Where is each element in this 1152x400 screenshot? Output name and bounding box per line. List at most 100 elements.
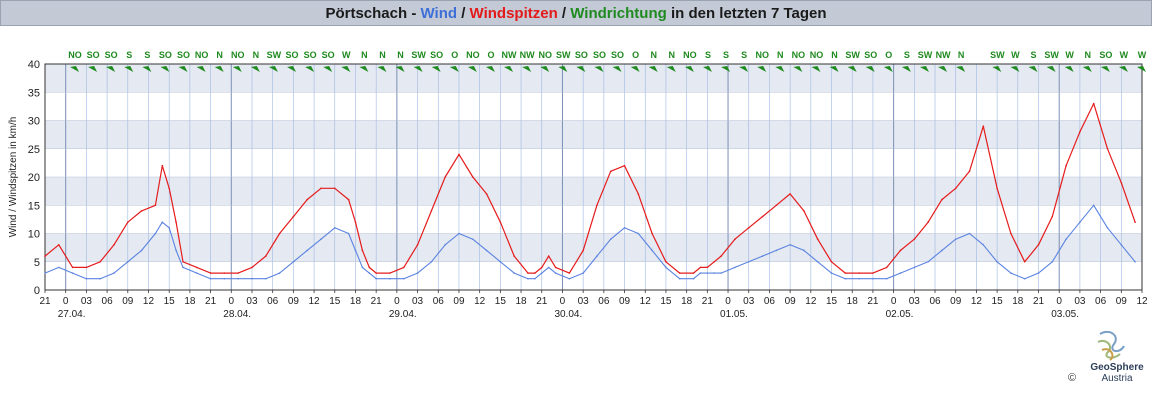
data-point bbox=[154, 204, 157, 207]
date-label: 01.05. bbox=[720, 309, 748, 320]
direction-label: S bbox=[705, 50, 711, 60]
data-point bbox=[416, 272, 419, 274]
data-point bbox=[168, 227, 170, 229]
title-location: Pörtschach bbox=[325, 4, 408, 22]
direction-arrow-icon bbox=[865, 66, 875, 72]
data-point bbox=[547, 266, 550, 269]
x-tick-label: 21 bbox=[867, 296, 879, 307]
data-point bbox=[927, 221, 929, 223]
x-tick-label: 03 bbox=[412, 296, 424, 307]
data-point bbox=[71, 266, 74, 269]
direction-label: W bbox=[342, 50, 351, 60]
direction-arrow-icon bbox=[485, 66, 495, 72]
data-point bbox=[140, 249, 143, 252]
direction-label: SO bbox=[1099, 50, 1112, 60]
data-point bbox=[637, 232, 640, 235]
x-tick-label: 03 bbox=[81, 296, 93, 307]
wind-chart: 0 5 10 15 20 25 30 35 40 Wind / Windspitzen in km… bbox=[8, 50, 1148, 320]
direction-label: SO bbox=[864, 50, 877, 60]
x-tick-label: 03 bbox=[578, 296, 590, 307]
x-tick-label: 21 bbox=[371, 296, 383, 307]
direction-label: NW bbox=[502, 50, 517, 60]
logo-line-2: Austria bbox=[1101, 373, 1133, 384]
direction-arrow-icon bbox=[341, 66, 351, 72]
x-tick-label: 21 bbox=[39, 296, 51, 307]
direction-label: N bbox=[216, 50, 223, 60]
data-point bbox=[692, 277, 695, 280]
data-point bbox=[195, 266, 198, 269]
data-point bbox=[368, 272, 371, 274]
data-point bbox=[361, 249, 364, 252]
direction-arrow-icon bbox=[413, 66, 423, 72]
date-label: 27.04. bbox=[58, 309, 86, 320]
data-point bbox=[609, 238, 612, 240]
direction-label: S bbox=[723, 50, 729, 60]
data-point bbox=[968, 232, 971, 235]
data-point bbox=[471, 238, 474, 240]
data-point bbox=[1079, 221, 1081, 223]
data-point bbox=[444, 176, 446, 178]
x-tick-label: 09 bbox=[785, 296, 797, 307]
data-point bbox=[982, 244, 985, 246]
date-label: 03.05. bbox=[1051, 309, 1079, 320]
direction-arrow-icon bbox=[214, 66, 224, 72]
direction-arrow-icon bbox=[106, 66, 116, 72]
data-point bbox=[416, 244, 419, 246]
data-point bbox=[140, 210, 143, 212]
x-tick-label: 12 bbox=[309, 296, 321, 307]
data-point bbox=[996, 260, 998, 263]
date-label: 28.04. bbox=[223, 309, 251, 320]
data-point bbox=[623, 227, 626, 229]
data-point bbox=[389, 277, 391, 280]
direction-arrow-icon bbox=[522, 66, 532, 72]
data-point bbox=[209, 277, 212, 280]
direction-arrow-icon bbox=[540, 66, 550, 72]
copyright-mark: © bbox=[1068, 372, 1077, 384]
data-point bbox=[1037, 244, 1040, 246]
data-point bbox=[651, 249, 653, 252]
data-point bbox=[885, 266, 888, 269]
direction-arrow-icon bbox=[504, 66, 514, 72]
y-tick-label: 25 bbox=[28, 144, 40, 156]
direction-label: SO bbox=[575, 50, 588, 60]
data-point bbox=[1106, 147, 1109, 150]
data-point bbox=[713, 272, 716, 274]
data-point bbox=[554, 266, 557, 269]
direction-arrow-icon bbox=[287, 66, 297, 72]
x-tick-label: 15 bbox=[992, 296, 1004, 307]
x-tick-label: 09 bbox=[288, 296, 300, 307]
data-point bbox=[534, 272, 536, 274]
data-point bbox=[1120, 244, 1123, 246]
data-point bbox=[968, 170, 971, 173]
direction-label: N bbox=[650, 50, 657, 60]
data-point bbox=[885, 277, 888, 280]
data-point bbox=[113, 272, 115, 274]
direction-label: NO bbox=[538, 50, 552, 60]
direction-label: W bbox=[1138, 50, 1147, 60]
data-point bbox=[99, 260, 101, 263]
y-tick-label: 5 bbox=[34, 257, 40, 269]
logo-line-1: GeoSphere bbox=[1090, 362, 1144, 373]
date-label: 29.04. bbox=[389, 309, 417, 320]
data-point bbox=[1134, 221, 1136, 223]
data-point bbox=[706, 266, 709, 269]
direction-label: NO bbox=[466, 50, 480, 60]
x-tick-label: 0 bbox=[725, 296, 731, 307]
data-point bbox=[1010, 272, 1012, 274]
direction-arrow-icon bbox=[992, 66, 1002, 72]
direction-label: NO bbox=[231, 50, 245, 60]
data-point bbox=[941, 198, 943, 201]
x-tick-label: 12 bbox=[143, 296, 155, 307]
data-point bbox=[540, 266, 543, 269]
data-point bbox=[816, 238, 819, 240]
direction-label: S bbox=[126, 50, 132, 60]
direction-arrow-icon bbox=[1118, 66, 1128, 72]
y-tick-label: 0 bbox=[34, 285, 40, 297]
direction-arrow-icon bbox=[1082, 66, 1092, 72]
x-tick-label: 0 bbox=[1056, 296, 1062, 307]
direction-label: NO bbox=[810, 50, 824, 60]
data-point bbox=[485, 193, 488, 195]
data-point bbox=[996, 187, 998, 190]
data-point bbox=[126, 221, 129, 223]
direction-label: SO bbox=[105, 50, 118, 60]
